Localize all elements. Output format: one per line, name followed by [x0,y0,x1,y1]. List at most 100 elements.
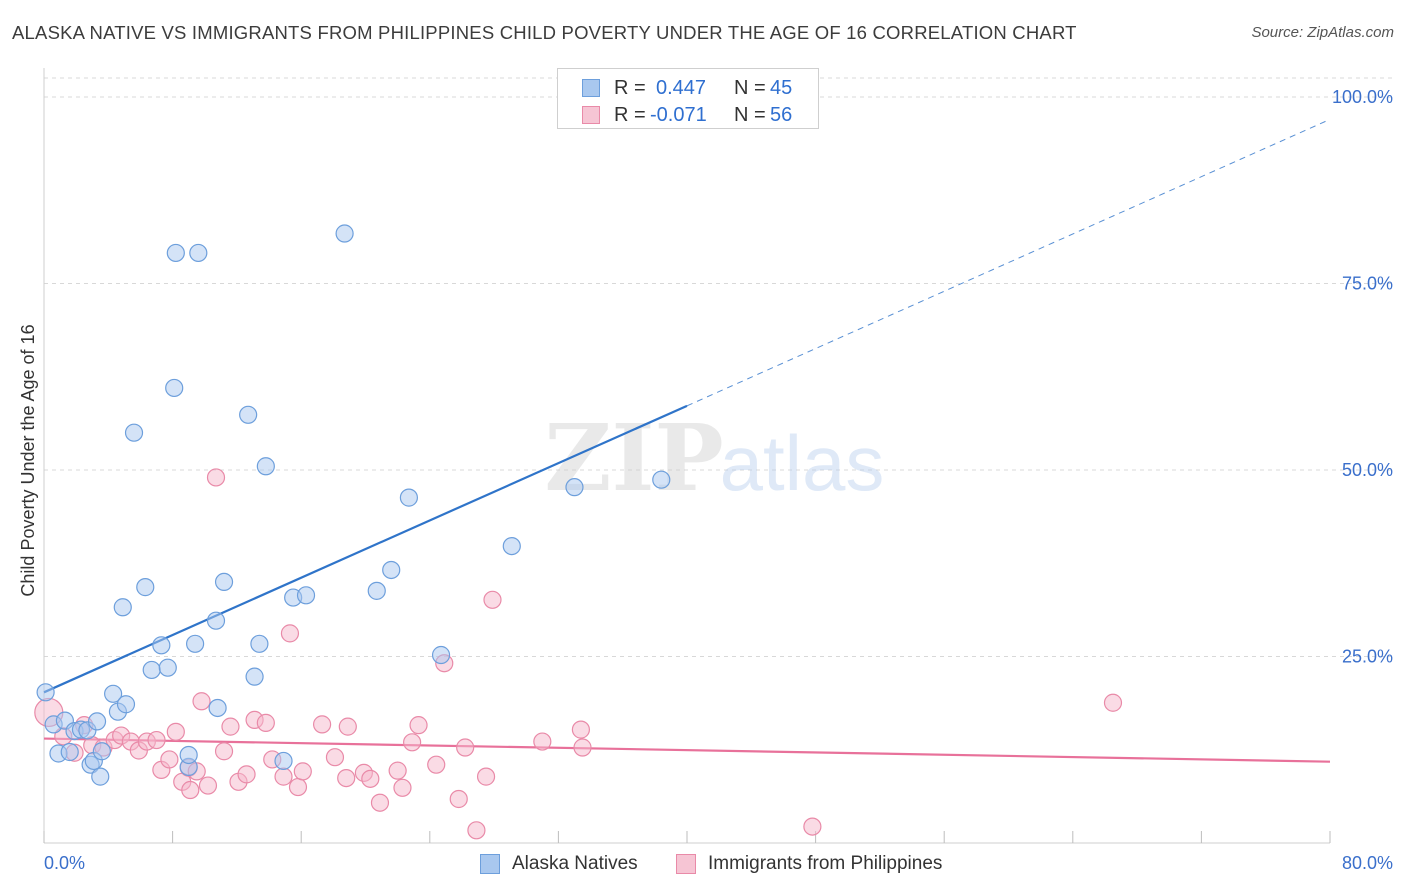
legend-n-label: N = [734,77,766,99]
data-point [803,817,822,836]
data-point [338,717,357,736]
data-point [208,698,227,718]
data-point [198,776,218,795]
data-point [367,581,386,600]
data-point [165,378,184,398]
correlation-legend: R = 0.447 N = 45 R = -0.071 N = 56 [557,68,819,129]
data-point [92,742,111,761]
y-tick-label: 100.0% [1332,87,1393,107]
data-point [104,684,123,703]
x-tick-label: 80.0% [1342,853,1393,873]
data-point [533,732,552,751]
data-point [250,634,269,653]
trend-line [43,404,688,694]
data-point [652,470,671,489]
data-point [91,767,110,786]
y-tick-label: 75.0% [1342,274,1393,294]
data-point [502,536,521,556]
data-point [431,645,451,665]
data-point [36,683,55,702]
data-point [296,586,316,605]
bottom-legend-swatch-pink [676,854,696,874]
data-point [221,717,240,736]
data-point [456,738,475,757]
data-point [124,423,144,442]
data-point [181,780,200,800]
y-tick-label: 25.0% [1342,647,1393,667]
data-point [87,712,107,731]
y-axis-label: Child Poverty Under the Age of 16 [18,324,38,596]
data-point [427,755,446,774]
legend-r-value: 0.447 [656,77,707,99]
data-point [573,738,592,757]
data-point [565,478,584,497]
data-point [293,762,312,781]
trend-lines [43,118,1331,763]
data-point [403,733,422,752]
data-point [571,720,591,739]
data-point [245,667,264,686]
data-point [186,634,205,653]
data-point [158,658,177,677]
data-point [335,224,354,243]
series-philippines [34,468,1123,840]
data-point [189,243,208,263]
legend-r-label: R = [614,104,646,126]
y-tick-label: 50.0% [1342,460,1393,480]
data-point [370,793,390,812]
data-point [166,722,185,741]
data-point [476,767,496,786]
data-point [256,457,275,476]
data-point [467,821,486,840]
legend-swatch-pink [582,106,600,124]
grid-lines [44,77,1392,657]
legend-n-value: 45 [770,77,793,99]
data-point [160,750,179,769]
data-point [60,742,79,762]
data-point [288,777,308,797]
data-point [147,730,166,750]
data-point [409,716,428,735]
data-point [361,769,380,788]
data-point [274,751,293,771]
trend-line [43,737,1331,763]
data-point [237,765,256,784]
bottom-legend-label: Immigrants from Philippines [708,853,943,874]
data-point [206,611,226,630]
data-point [388,761,407,780]
data-point [179,745,198,765]
data-point [449,789,468,809]
data-point [142,660,161,680]
legend-n-value: 56 [770,104,793,126]
bottom-legend-label: Alaska Natives [512,853,638,874]
data-point [116,695,136,714]
data-point [337,768,356,788]
data-point [206,468,226,487]
data-point [325,748,345,767]
legend-r-label: R = [614,77,646,99]
watermark-atlas: atlas [720,419,885,507]
chart-title: ALASKA NATIVE VS IMMIGRANTS FROM PHILIPP… [12,22,1077,43]
legend-swatch-blue [582,79,600,97]
data-point [483,590,502,609]
data-point [113,598,132,617]
data-point [312,715,332,734]
data-point [1103,693,1123,712]
trend-line-extension [686,118,1331,407]
data-point [166,243,185,263]
data-point [152,636,171,655]
data-point [399,488,419,507]
data-point [192,692,211,711]
data-point [256,713,275,732]
data-point [393,778,412,797]
data-point [274,767,293,786]
data-points [34,224,1123,840]
legend-r-value: -0.071 [650,104,707,126]
data-point [239,405,258,424]
data-point [214,572,234,592]
x-tick-label: 0.0% [44,853,85,873]
legend-n-label: N = [734,104,766,126]
bottom-legend-swatch-blue [480,854,500,874]
